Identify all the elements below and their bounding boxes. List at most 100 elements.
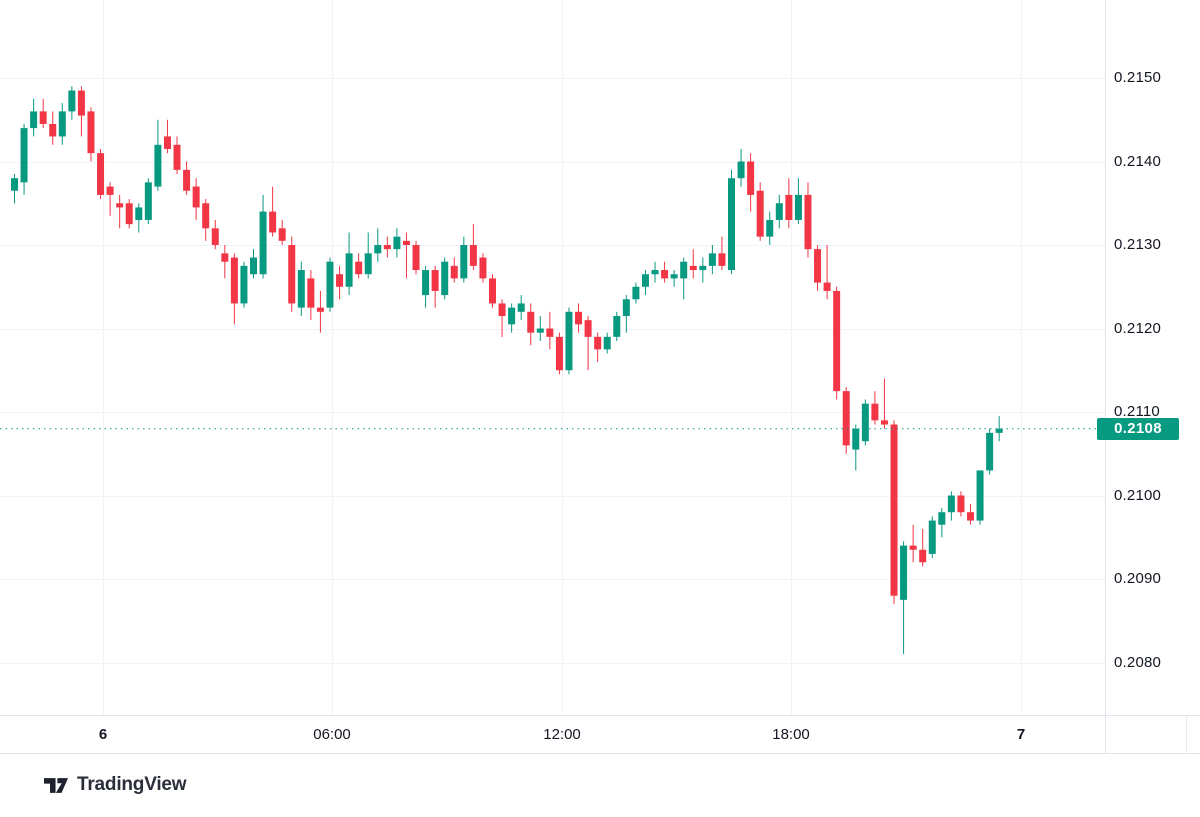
candle-body [909,545,917,550]
candle-body [575,311,583,325]
time-axis-border-bottom [0,753,1200,754]
candle-body [221,253,229,262]
candle-body [479,257,487,279]
candle-body [928,520,936,554]
time-axis[interactable]: 6 06:00 12:00 18:00 7 [0,716,1105,753]
candle-body [288,245,296,304]
candle-body [852,428,860,450]
time-axis-label: 6 [98,726,108,743]
candle-body [278,228,286,241]
candle-body [489,278,496,304]
candle-body [259,211,267,275]
price-axis-label: 0.2130 [1114,236,1162,253]
candle-body [125,203,133,225]
candle-body [49,123,57,137]
candle-body [154,144,162,187]
candle-body [814,249,822,283]
candle-body [87,111,95,154]
candle-body [336,274,344,287]
candle-body [976,470,984,521]
candle-body [211,228,219,245]
candle-body [995,428,1003,433]
price-axis-label: 0.2110 [1114,403,1160,420]
candle-body [594,336,602,350]
candle-body [546,328,554,337]
last-price-value: 0.2108 [1114,420,1162,438]
candle-body [670,274,678,279]
candle-body [364,253,372,275]
time-axis-label: 12:00 [543,726,581,743]
price-axis-label: 0.2080 [1114,653,1162,671]
candle-body [30,111,38,129]
candle-body [756,190,764,237]
tradingview-logo-icon [44,777,68,793]
price-axis-label: 0.2090 [1114,570,1162,587]
candle-body [230,257,238,304]
candle-body [680,261,688,279]
price-axis-border [1105,0,1106,753]
price-axis-label: 0.2150 [1114,69,1162,86]
price-axis-label: 0.2120 [1114,319,1162,337]
candle-body [441,261,449,296]
price-axis-label: 0.2100 [1114,486,1162,504]
chart-plot-area[interactable] [0,0,1105,715]
candle-body [202,203,210,229]
candle-body [345,253,353,287]
candle-body [842,391,850,446]
candle-body [412,245,420,271]
candle-body [861,403,869,442]
candle-body [794,194,802,220]
candle-body [833,290,841,392]
candle-body [20,128,28,183]
candle-body [97,153,105,195]
candle-body [622,299,630,316]
candle-body [192,186,200,208]
candle-body [269,211,277,233]
candle-body [326,261,334,308]
candle-body [116,203,124,208]
candle-body [77,90,85,116]
candle-body [460,245,468,279]
candle-body [900,545,908,600]
candle-body [747,161,755,195]
candle-body [603,336,611,350]
candle-body [527,311,535,333]
price-axis-label: 0.2140 [1114,152,1162,170]
candle-body [613,315,621,337]
candle-body [144,182,152,220]
candle-body [555,336,563,371]
tradingview-attribution-link[interactable]: TradingView [44,770,187,800]
time-axis-border-top [0,715,1200,716]
candle-body [708,253,716,266]
candle-body [728,178,735,271]
candle-body [957,495,965,513]
candle-body [689,265,697,271]
candle-body [240,265,248,304]
candle-body [508,307,516,325]
candle-body [106,186,114,195]
candle-body [766,219,774,237]
candle-body [641,274,649,287]
candle-body [173,144,181,170]
candle-body [297,270,305,308]
candle-body [39,111,47,124]
candle-body [393,236,401,250]
time-axis-label: 06:00 [313,726,351,743]
candle-body [517,303,525,312]
candle-body [135,207,143,220]
candle-body [11,178,18,191]
candle-body [986,432,994,471]
candle-body [584,320,592,337]
candle-body [355,261,363,275]
price-axis[interactable]: 0.2108 0.2150 0.2140 0.2130 0.2120 0.2110 0.2… [1097,0,1200,715]
candle-body [785,194,793,220]
candle-body [871,403,879,421]
candle-body [183,169,191,191]
candle-body [565,311,573,371]
candle-body [967,512,974,521]
candle-body [374,245,382,254]
candle-body [737,161,745,179]
candle-body [316,307,324,312]
candle-body [651,270,659,275]
